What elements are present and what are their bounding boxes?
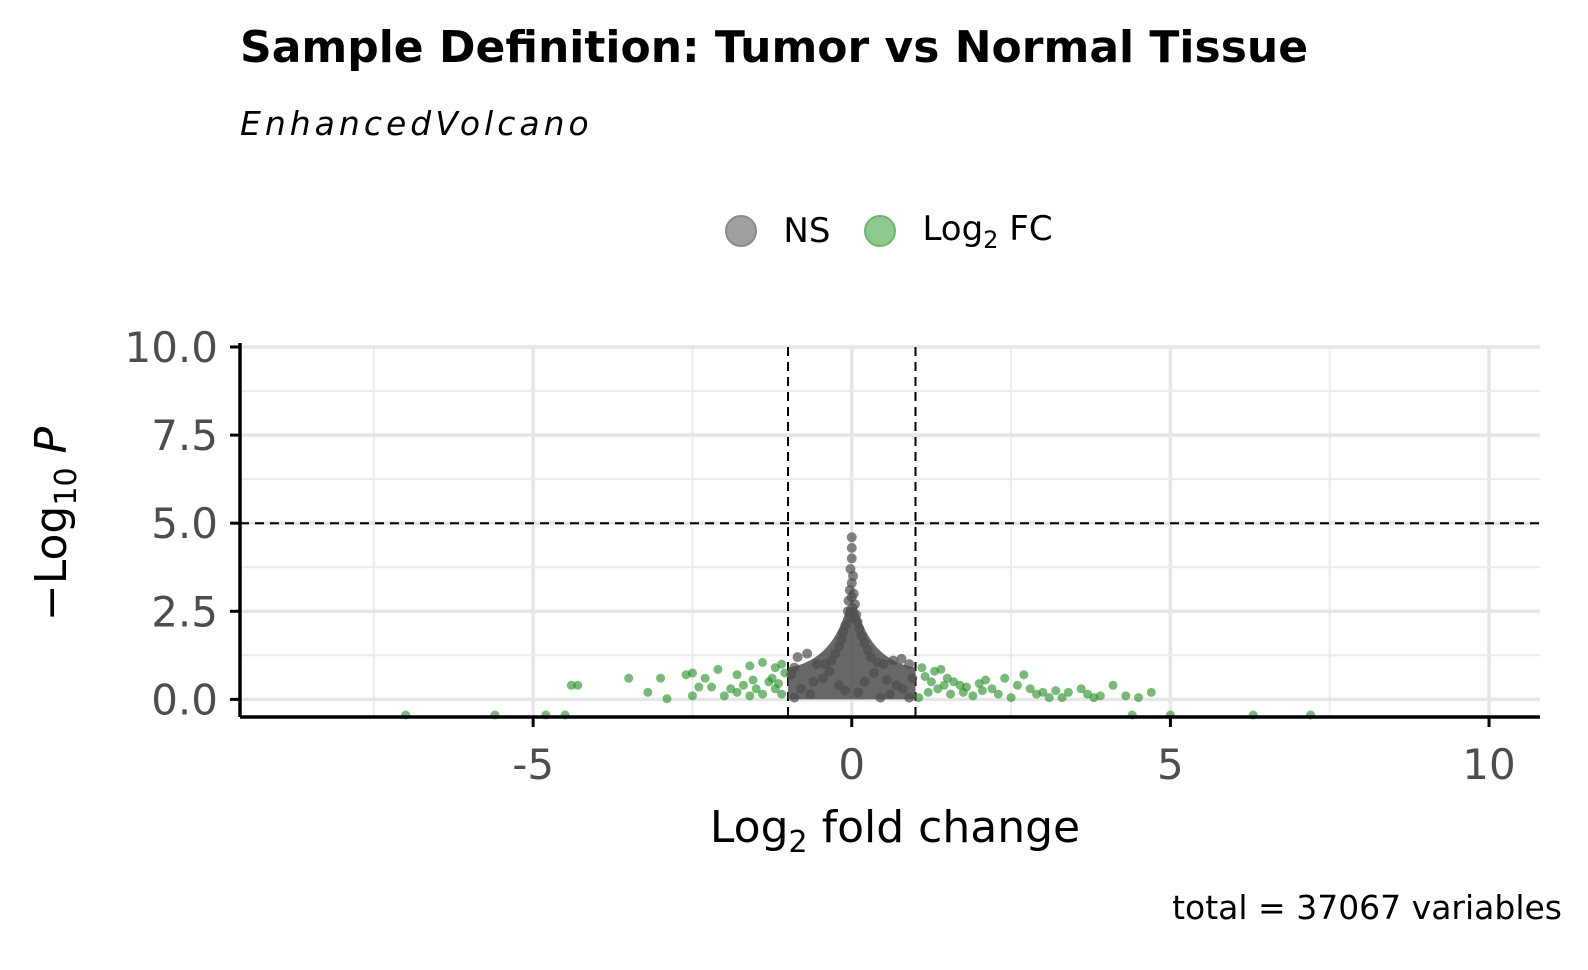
- point-log2fc: [745, 691, 755, 701]
- point-log2fc: [694, 682, 704, 692]
- point-ns: [846, 542, 857, 553]
- point-ns: [846, 532, 857, 543]
- y-axis-title: −Log10 P: [26, 426, 84, 621]
- legend-key-ns: [725, 215, 758, 247]
- x-tick-label: 0: [838, 740, 865, 789]
- point-log2fc: [745, 661, 755, 671]
- point-log2fc: [758, 657, 768, 667]
- point-log2fc: [1019, 670, 1029, 680]
- chart-caption: total = 37067 variables: [1172, 888, 1562, 927]
- point-log2fc: [1057, 693, 1067, 703]
- legend-label-log2fc: Log2 FC: [922, 208, 1053, 254]
- y-tick-label: 5.0: [151, 499, 218, 548]
- point-log2fc: [1076, 684, 1086, 694]
- point-log2fc: [751, 684, 761, 694]
- legend-label-ns: NS: [783, 211, 831, 251]
- point-ns: [896, 653, 907, 664]
- point-log2fc: [1051, 686, 1061, 696]
- point-log2fc: [662, 694, 672, 704]
- point-log2fc: [707, 682, 717, 692]
- point-log2fc: [624, 673, 634, 683]
- point-log2fc: [958, 687, 968, 697]
- legend-item-ns: NS: [725, 211, 830, 251]
- tick-labels: 0.0 2.5 5.0 7.5 10.0 -5 0 5 10: [124, 323, 1515, 789]
- point-log2fc: [968, 691, 978, 701]
- point-log2fc: [732, 670, 742, 680]
- point-log2fc: [777, 659, 787, 669]
- point-log2fc: [777, 689, 787, 699]
- point-log2fc: [939, 680, 949, 690]
- point-log2fc: [573, 680, 583, 690]
- point-log2fc: [780, 668, 790, 678]
- point-log2fc: [1089, 693, 1099, 703]
- point-log2fc: [1012, 680, 1022, 690]
- point-log2fc: [687, 668, 697, 678]
- point-log2fc: [923, 687, 933, 697]
- point-log2fc: [981, 675, 991, 685]
- point-log2fc: [732, 687, 742, 697]
- point-ns: [802, 648, 813, 659]
- point-log2fc: [993, 689, 1003, 699]
- point-log2fc: [926, 677, 936, 687]
- point-log2fc: [1044, 693, 1054, 703]
- point-log2fc: [917, 663, 927, 673]
- point-log2fc: [713, 664, 723, 674]
- point-ns: [792, 652, 803, 663]
- point-log2fc: [1006, 693, 1016, 703]
- point-log2fc: [1134, 693, 1144, 703]
- point-log2fc: [1146, 687, 1156, 697]
- y-tick-label: 7.5: [151, 411, 218, 460]
- legend-key-log2fc: [864, 214, 897, 247]
- point-log2fc: [719, 691, 729, 701]
- point-log2fc: [920, 671, 930, 681]
- point-log2fc: [767, 673, 777, 683]
- point-log2fc: [1025, 684, 1035, 694]
- x-tick-label: -5: [512, 740, 554, 789]
- point-log2fc: [1000, 673, 1010, 683]
- point-log2fc: [914, 693, 924, 703]
- data-points: [401, 532, 1316, 720]
- chart-subtitle: EnhancedVolcano: [240, 104, 593, 143]
- x-axis-title: Log2 fold change: [710, 802, 1080, 860]
- ns-point-cloud: [788, 607, 916, 700]
- point-log2fc: [1063, 687, 1073, 697]
- point-log2fc: [687, 691, 697, 701]
- x-tick-label: 5: [1157, 740, 1184, 789]
- y-tick-label: 0.0: [151, 675, 218, 724]
- point-log2fc: [758, 689, 768, 699]
- point-log2fc: [1032, 689, 1042, 699]
- threshold-lines: [240, 347, 1540, 717]
- y-tick-label: 10.0: [124, 323, 218, 372]
- point-log2fc: [773, 679, 783, 689]
- x-tick-label: 10: [1462, 740, 1515, 789]
- point-log2fc: [643, 687, 653, 697]
- point-log2fc: [748, 675, 758, 685]
- legend-item-log2fc: Log2 FC: [864, 208, 1053, 254]
- point-log2fc: [1121, 691, 1131, 701]
- point-log2fc: [977, 686, 987, 696]
- point-log2fc: [738, 680, 748, 690]
- point-log2fc: [700, 673, 710, 683]
- legend: NS Log2 FC: [0, 206, 1588, 256]
- point-ns: [846, 553, 857, 564]
- point-log2fc: [656, 673, 666, 683]
- point-log2fc: [946, 689, 956, 699]
- point-log2fc: [566, 680, 576, 690]
- y-tick-label: 2.5: [151, 587, 218, 636]
- axes: [238, 343, 1540, 719]
- chart-title: Sample Definition: Tumor vs Normal Tissu…: [240, 22, 1309, 73]
- point-log2fc: [936, 664, 946, 674]
- point-log2fc: [1108, 680, 1118, 690]
- point-log2fc: [987, 684, 997, 694]
